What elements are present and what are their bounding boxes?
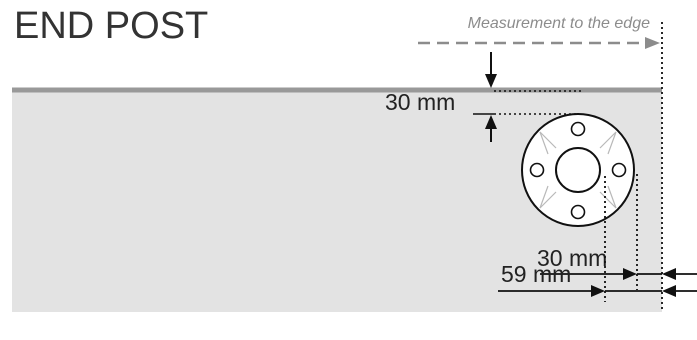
bolt-hole-left	[529, 162, 545, 178]
edge-offset-label: 59 mm	[501, 261, 571, 287]
top-offset-dimension: 30 mm	[385, 52, 582, 142]
edge-offset-dimension: 59 mm	[498, 176, 697, 302]
post-base-plate	[521, 113, 635, 227]
bolt-hole-top	[570, 121, 586, 137]
side-offset-dimension: 30 mm	[537, 174, 697, 290]
post-tube-circle	[555, 147, 601, 193]
diagram-title: END POST	[14, 5, 208, 47]
top-offset-label: 30 mm	[385, 89, 455, 115]
bolt-hole-right	[611, 162, 627, 178]
measurement-note: Measurement to the edge	[468, 15, 650, 32]
bolt-hole-bottom	[570, 204, 586, 220]
measurement-arrow-head-icon	[645, 37, 660, 49]
side-offset-label: 30 mm	[537, 245, 607, 271]
plate-rib-lines	[539, 131, 617, 209]
